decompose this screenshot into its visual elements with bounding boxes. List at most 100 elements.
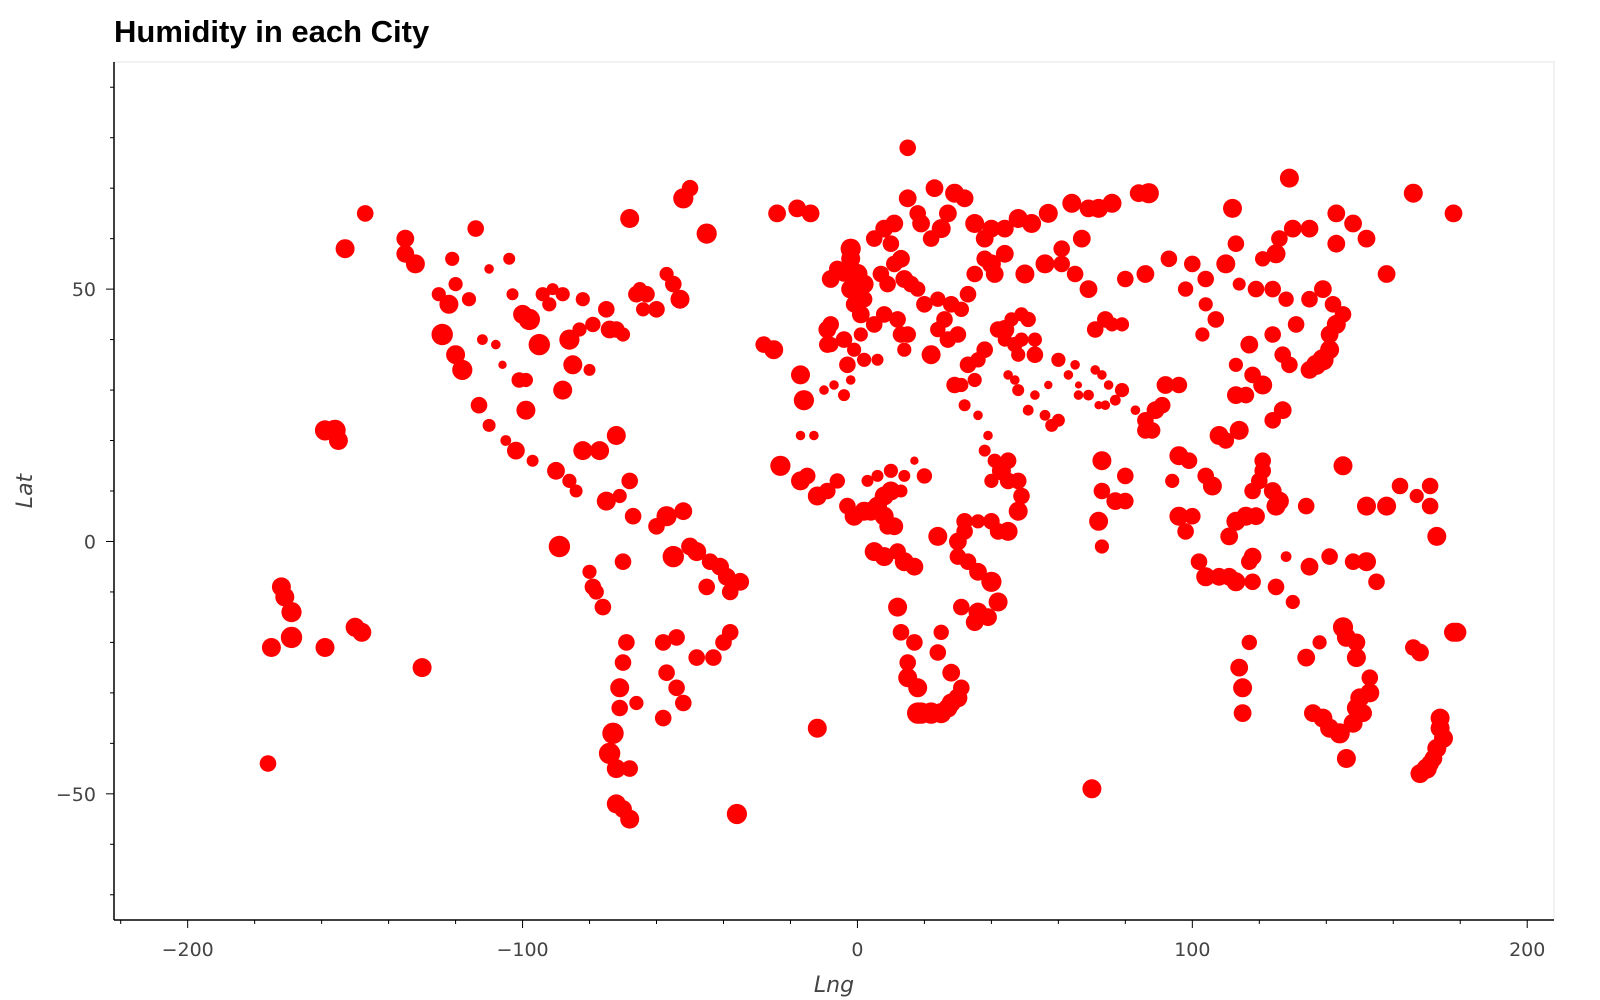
data-point	[1227, 386, 1245, 404]
data-point	[518, 372, 534, 388]
data-point	[1207, 311, 1225, 328]
data-point	[572, 322, 587, 337]
data-point	[1020, 311, 1036, 328]
data-point	[1051, 413, 1065, 427]
data-point	[513, 304, 533, 324]
data-point	[882, 235, 900, 252]
data-point	[770, 455, 791, 476]
data-point	[259, 755, 277, 772]
data-point	[906, 634, 923, 651]
data-point	[261, 638, 281, 657]
data-point	[1377, 496, 1397, 516]
data-point	[1244, 573, 1261, 591]
data-point	[967, 372, 982, 388]
data-point	[853, 327, 868, 342]
data-point	[1283, 219, 1302, 238]
data-point	[930, 291, 946, 307]
data-point	[929, 644, 947, 661]
data-point	[921, 345, 941, 365]
data-point	[1279, 168, 1299, 188]
data-point	[507, 441, 525, 460]
data-point	[328, 431, 348, 450]
data-point	[675, 694, 692, 712]
data-point	[446, 345, 466, 365]
data-point	[632, 282, 647, 297]
data-point	[439, 294, 459, 314]
data-point	[953, 598, 970, 616]
data-point	[1027, 332, 1042, 347]
data-point	[1117, 270, 1134, 288]
data-point	[477, 334, 488, 345]
data-point	[1008, 501, 1028, 521]
data-point	[629, 695, 644, 711]
data-point	[1243, 547, 1262, 566]
data-point	[614, 553, 632, 570]
y-axis-label: Lat	[13, 472, 38, 508]
data-point	[889, 311, 906, 328]
data-point	[1082, 779, 1102, 799]
data-point	[1092, 451, 1112, 471]
data-point	[1177, 523, 1194, 540]
data-point	[506, 288, 519, 301]
data-point	[1100, 400, 1111, 411]
data-point	[448, 277, 463, 292]
data-point	[1301, 290, 1318, 308]
x-axis-ticks: −200 −100 0 100 200	[120, 920, 1545, 961]
data-point	[658, 664, 675, 681]
data-point	[615, 327, 631, 342]
data-point	[705, 649, 722, 666]
data-point	[1281, 356, 1298, 374]
data-point	[1223, 198, 1242, 218]
data-point	[1079, 280, 1098, 298]
data-point	[942, 663, 961, 682]
data-point	[1421, 497, 1439, 515]
data-point	[1220, 527, 1239, 546]
data-point	[968, 602, 988, 622]
data-point	[611, 699, 628, 717]
data-point	[1312, 635, 1327, 650]
data-point	[467, 220, 485, 237]
data-point	[662, 545, 684, 568]
data-point	[1097, 370, 1107, 380]
data-points	[259, 139, 1467, 829]
data-point	[548, 535, 571, 558]
data-point	[1344, 553, 1362, 570]
data-point	[1267, 578, 1285, 596]
data-point	[461, 292, 477, 307]
data-point	[925, 179, 944, 198]
data-point	[930, 321, 946, 338]
data-point	[1227, 235, 1245, 252]
data-point	[1244, 366, 1261, 384]
data-point	[973, 410, 983, 421]
data-point	[894, 484, 908, 498]
data-point	[965, 214, 985, 233]
data-point	[1377, 265, 1396, 283]
data-point	[484, 264, 494, 274]
data-point	[949, 326, 967, 343]
data-point	[975, 229, 994, 248]
data-point	[1086, 321, 1104, 338]
data-point	[995, 219, 1014, 238]
data-point	[1409, 488, 1424, 504]
data-point	[819, 482, 836, 500]
data-point	[1008, 209, 1028, 228]
data-point	[1104, 317, 1120, 332]
data-point	[1287, 316, 1305, 333]
data-point	[542, 297, 557, 312]
data-point	[1346, 648, 1366, 668]
data-point	[899, 139, 916, 157]
data-point	[1226, 572, 1246, 592]
data-point	[1247, 280, 1265, 298]
data-point	[1228, 357, 1243, 372]
data-point	[621, 760, 638, 777]
data-point	[698, 578, 715, 596]
data-point	[1038, 203, 1058, 223]
data-point	[1051, 352, 1066, 367]
data-point	[1251, 472, 1268, 490]
data-point	[839, 356, 856, 374]
data-point	[908, 678, 928, 698]
data-point	[916, 468, 933, 484]
data-point	[335, 239, 355, 259]
data-point	[1090, 365, 1100, 375]
y-axis-ticks: −50 0 50	[56, 86, 114, 896]
